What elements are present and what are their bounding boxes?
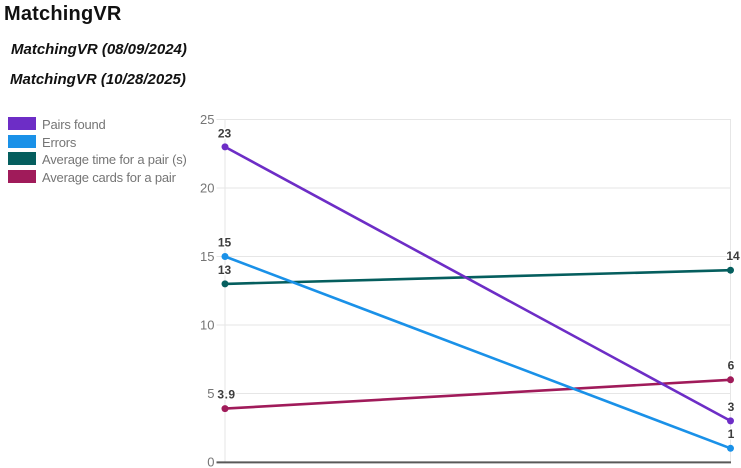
svg-text:10: 10: [200, 318, 214, 333]
svg-text:6: 6: [728, 359, 735, 373]
svg-text:14: 14: [726, 249, 740, 263]
svg-text:23: 23: [218, 127, 232, 141]
svg-text:20: 20: [200, 181, 214, 196]
svg-text:3.9: 3.9: [217, 388, 235, 402]
svg-text:15: 15: [218, 236, 232, 250]
svg-text:25: 25: [200, 112, 214, 127]
svg-text:0: 0: [207, 455, 214, 468]
svg-text:15: 15: [200, 249, 214, 264]
svg-text:5: 5: [207, 386, 214, 401]
svg-text:1: 1: [728, 427, 735, 441]
svg-text:13: 13: [218, 263, 232, 277]
svg-text:3: 3: [728, 400, 735, 414]
